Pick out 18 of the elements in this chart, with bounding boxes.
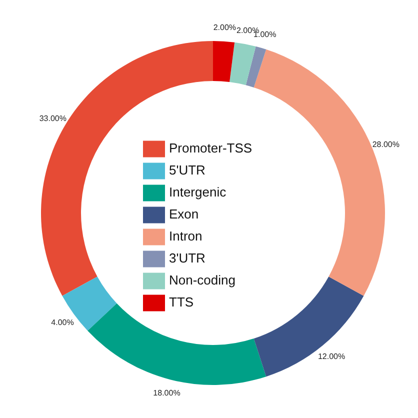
data-label: 2.00%	[213, 22, 236, 32]
legend-label: Exon	[169, 206, 199, 222]
legend-label: 5'UTR	[169, 162, 206, 178]
legend-label: 3'UTR	[169, 250, 206, 266]
legend-label: Non-coding	[169, 272, 236, 288]
donut-slice	[246, 46, 266, 88]
legend-label: Promoter-TSS	[169, 140, 252, 156]
data-label: 33.00%	[39, 114, 66, 123]
data-label: 28.00%	[372, 140, 400, 150]
data-label: 4.00%	[51, 318, 74, 327]
legend-label: TTS	[169, 294, 194, 310]
donut-slice	[213, 41, 235, 82]
legend-label: Intron	[169, 228, 202, 244]
legend-label: Intergenic	[169, 184, 226, 200]
data-label: 18.00%	[153, 388, 180, 398]
donut-slice	[254, 276, 364, 377]
donut-slice	[230, 42, 256, 86]
data-label: 12.00%	[318, 352, 346, 361]
